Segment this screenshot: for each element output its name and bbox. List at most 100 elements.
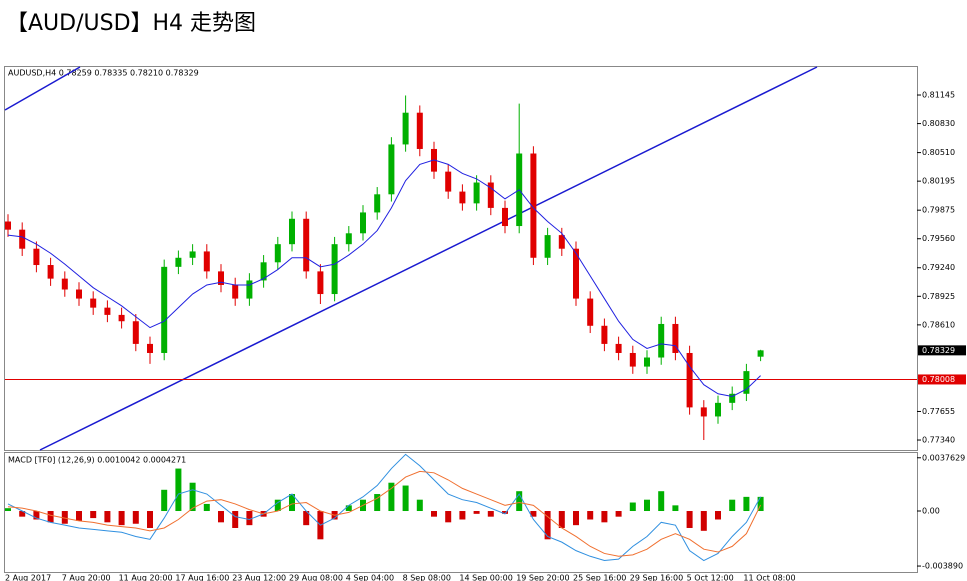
macd-bar <box>487 511 494 517</box>
y-tick-label: -0.003890 <box>922 562 963 571</box>
candle-body <box>47 265 54 279</box>
macd-bar <box>303 511 310 526</box>
price-frame <box>4 66 918 451</box>
y-tick-label: 0.77340 <box>922 436 955 445</box>
candle-body <box>402 112 409 145</box>
candle-body <box>530 153 537 258</box>
candle-body <box>104 307 111 315</box>
candle-body <box>175 257 182 267</box>
macd-bar <box>601 511 608 523</box>
macd-bar <box>104 511 111 523</box>
macd-bar <box>530 511 537 517</box>
macd-bar <box>289 494 295 512</box>
candle-body <box>246 280 253 299</box>
macd-frame <box>4 452 918 573</box>
x-tick-label: 23 Aug 12:00 <box>232 574 286 581</box>
macd-bar <box>431 511 437 517</box>
macd-bar <box>175 468 182 512</box>
macd-bar <box>445 511 452 523</box>
macd-bar <box>374 494 381 512</box>
candle-body <box>644 357 650 367</box>
x-tick-label: 7 Aug 20:00 <box>62 574 111 581</box>
candle-body <box>502 207 508 227</box>
macd-bar <box>147 511 153 528</box>
macd-line <box>7 470 762 557</box>
candle-body <box>473 182 480 204</box>
hline-label: 0.78008 <box>922 375 955 384</box>
candle-body <box>189 251 196 258</box>
hline-label-bg <box>918 374 966 385</box>
macd-bar <box>189 482 196 512</box>
candle-body <box>445 171 452 192</box>
macd-bar <box>402 485 409 512</box>
macd-bar <box>246 511 253 526</box>
x-tick-label: 11 Aug 20:00 <box>119 574 173 581</box>
candle-body <box>203 251 210 272</box>
macd-bar <box>615 511 622 517</box>
y-tick-label: 0.81145 <box>922 91 955 100</box>
macd-bar <box>388 482 395 512</box>
candle-body <box>232 284 239 299</box>
candle-body <box>331 244 338 295</box>
candle-body <box>757 350 764 357</box>
macd-bar <box>544 511 551 540</box>
macd-bar <box>729 499 736 512</box>
candle-body <box>416 112 423 149</box>
y-tick-label: 0.80195 <box>922 177 955 186</box>
candle-body <box>118 314 125 322</box>
candle-body <box>61 278 68 290</box>
macd-bar <box>76 511 82 521</box>
macd-bar <box>218 511 224 523</box>
candle-body <box>700 407 707 417</box>
macd-bar <box>118 511 125 526</box>
macd-bar <box>274 499 281 512</box>
macd-bar <box>132 511 139 524</box>
y-tick-label: 0.00 <box>922 507 940 516</box>
candle-body <box>729 393 736 403</box>
y-tick-label: 0.79875 <box>922 206 955 215</box>
macd-bar <box>672 505 679 512</box>
macd-bar <box>33 511 40 520</box>
candle-body <box>33 248 40 266</box>
macd-bar <box>19 511 26 517</box>
x-tick-label: 11 Oct 08:00 <box>743 574 795 581</box>
y-tick-label: 0.80830 <box>922 119 955 128</box>
macd-bar <box>90 511 97 519</box>
macd-bar <box>644 499 650 512</box>
y-tick-label: 0.79560 <box>922 234 955 243</box>
candle-body <box>218 271 224 285</box>
candle-body <box>317 271 324 295</box>
y-tick-label: 0.77655 <box>922 407 955 416</box>
y-tick-label: 0.0037629 <box>922 453 965 462</box>
candle-body <box>360 212 366 234</box>
candle-body <box>260 262 267 281</box>
x-tick-label: 14 Sep 00:00 <box>459 574 512 581</box>
macd-bar <box>700 511 707 531</box>
macd-bar <box>61 511 68 524</box>
macd-bar <box>686 511 693 528</box>
candle-body <box>5 221 11 230</box>
x-tick-label: 25 Sep 16:00 <box>573 574 626 581</box>
candle-body <box>345 233 352 245</box>
candle-body <box>19 229 26 249</box>
candle-body <box>629 352 636 367</box>
macd-bar <box>573 511 579 526</box>
x-tick-label: 2 Aug 2017 <box>5 574 51 581</box>
macd-bar <box>502 511 508 514</box>
x-tick-label: 29 Aug 08:00 <box>289 574 343 581</box>
candle-body <box>76 289 82 299</box>
trend-line <box>4 66 81 111</box>
macd-bar <box>345 505 352 512</box>
y-tick-label: 0.79240 <box>922 263 955 272</box>
macd-bar <box>203 503 210 512</box>
chart-title: 【AUD/USD】H4 走势图 <box>6 11 256 36</box>
x-tick-label: 19 Sep 20:00 <box>516 574 569 581</box>
candle-body <box>672 323 679 353</box>
x-tick-label: 4 Sep 04:00 <box>346 574 394 581</box>
symbol-info: AUDUSD,H4 0.78259 0.78335 0.78210 0.7832… <box>8 69 199 78</box>
macd-bar <box>743 496 750 512</box>
macd-bar <box>473 511 480 514</box>
macd-bar <box>516 491 523 512</box>
last-price-bg <box>918 345 966 356</box>
